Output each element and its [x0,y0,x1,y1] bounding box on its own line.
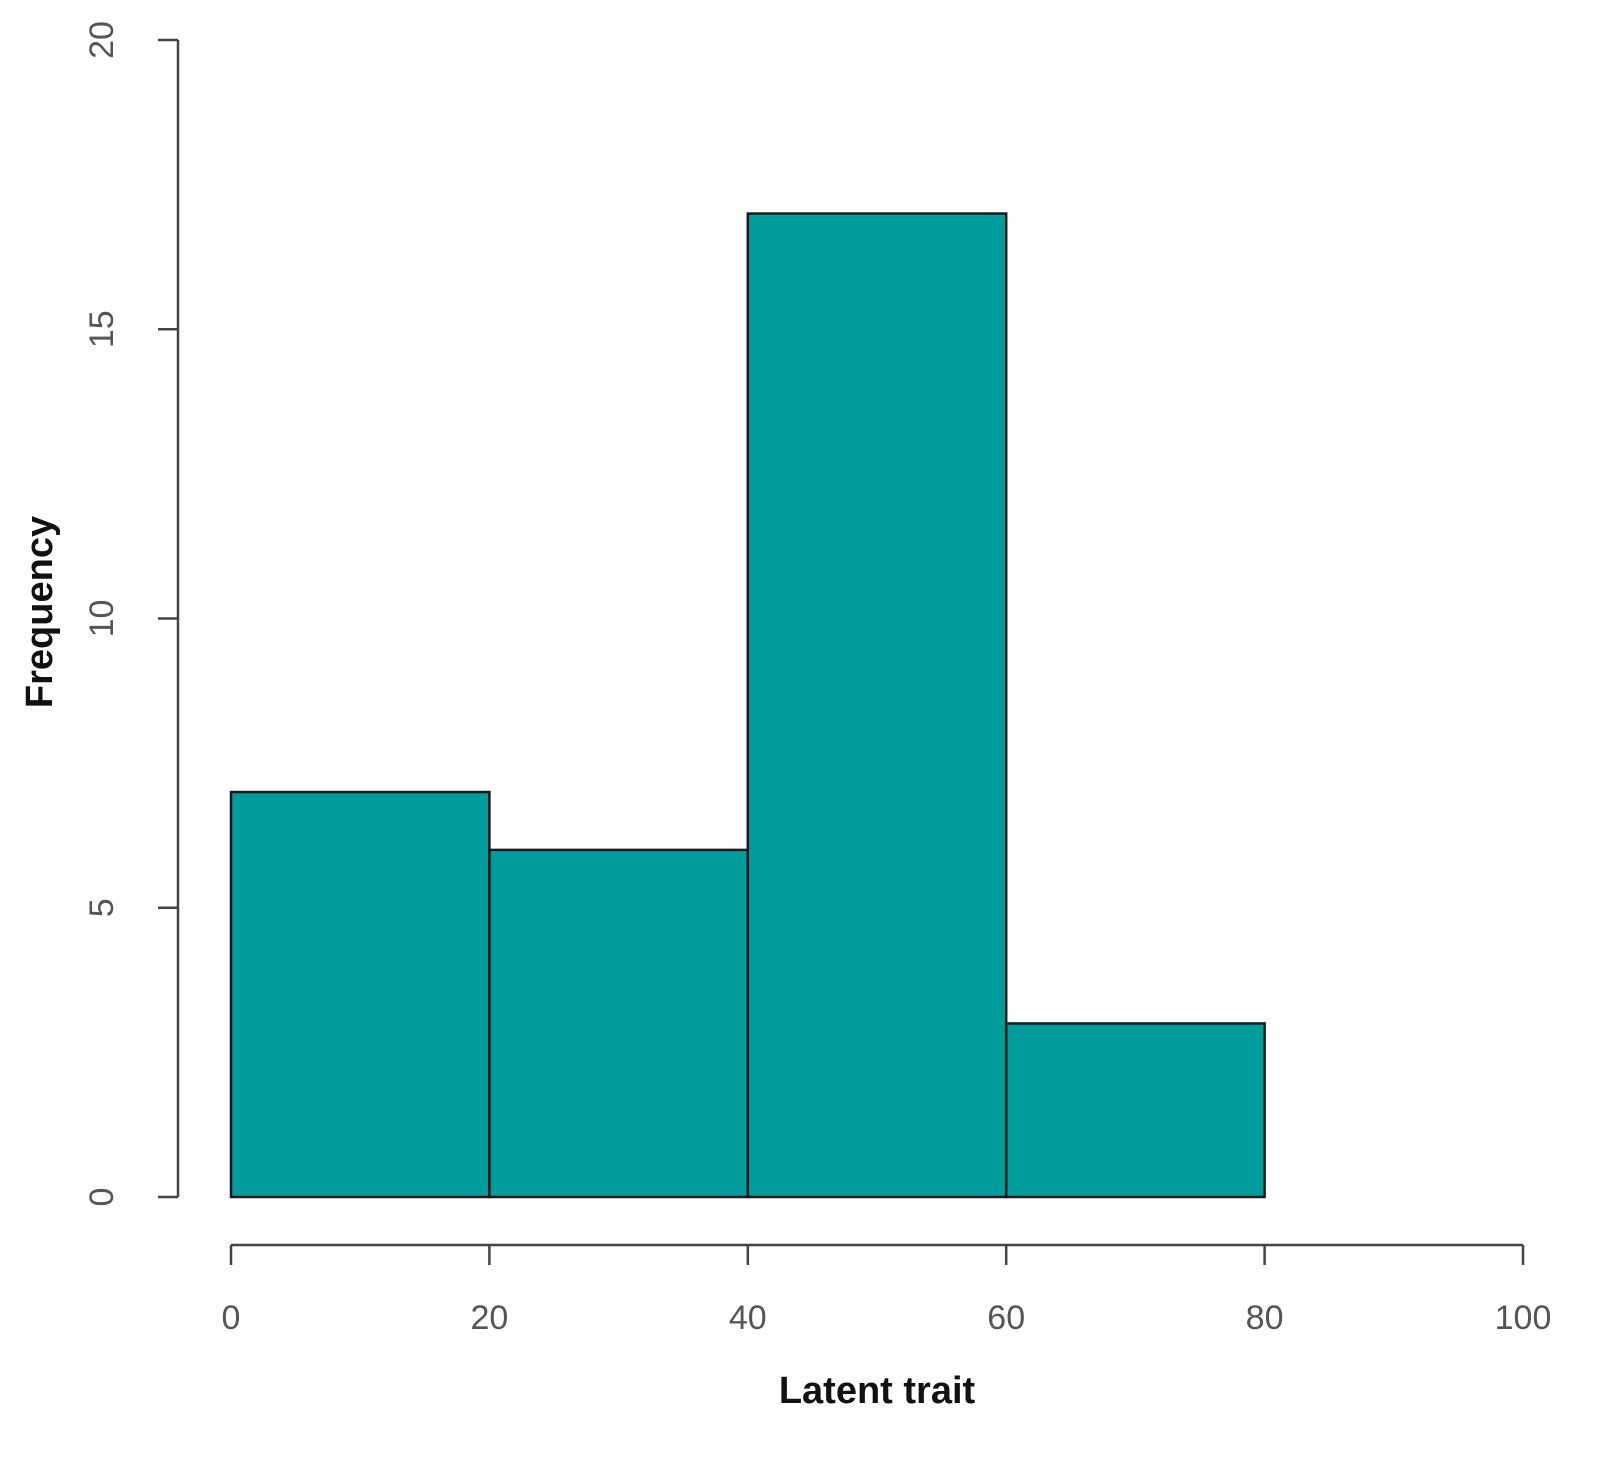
x-tick-label: 100 [1495,1299,1552,1337]
bar [229,790,491,1199]
y-tick-label: 15 [83,310,121,348]
x-tick-label: 80 [1246,1299,1284,1337]
y-axis-label: Frequency [19,516,61,708]
bar [1004,1022,1266,1199]
y-tick-label: 0 [83,1188,121,1207]
x-tick-label: 40 [729,1299,767,1337]
x-axis-label: Latent trait [779,1370,976,1412]
x-tick-label: 20 [470,1299,508,1337]
bar [746,212,1008,1199]
x-tick-label: 60 [987,1299,1025,1337]
y-tick-label: 20 [83,21,121,59]
x-tick-label: 0 [222,1299,241,1337]
bar [488,848,750,1199]
y-tick-label: 10 [83,600,121,638]
y-tick-label: 5 [83,898,121,917]
